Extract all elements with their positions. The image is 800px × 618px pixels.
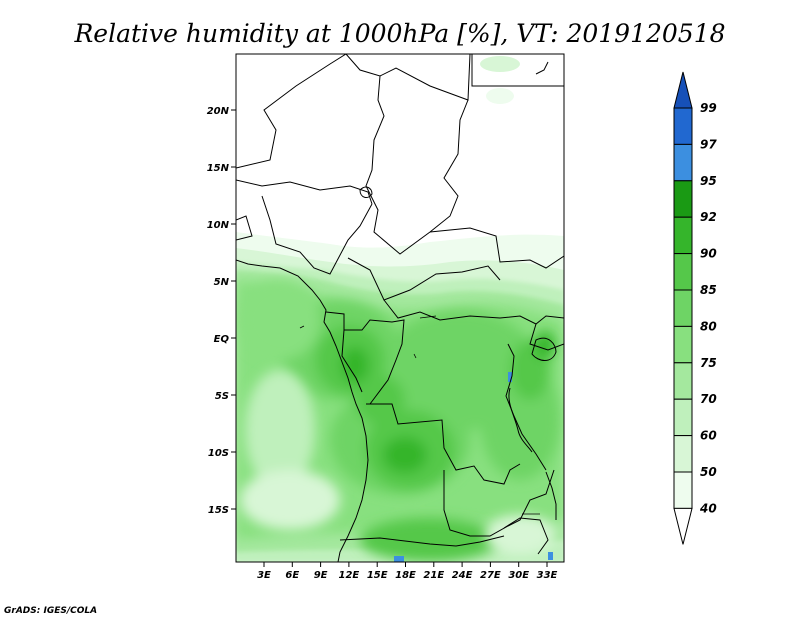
colorbar-label: 40 [699, 501, 717, 515]
border-east-africa [529, 323, 564, 351]
colorbar: 99 97 95 92 90 85 80 75 70 60 50 40 [673, 71, 717, 545]
colorbar-bottom-arrow [673, 507, 693, 545]
lon-tick-label: 18E [395, 570, 416, 581]
lon-tick-label: 30E [508, 570, 529, 581]
border-namibia [339, 535, 505, 547]
border-drc-north [383, 299, 564, 325]
border-red-sea [535, 61, 549, 75]
border-egypt-sudan [471, 54, 564, 87]
rh-blob-90 [383, 437, 427, 473]
border-lake-victoria [531, 337, 557, 361]
colorbar-segment [673, 180, 693, 218]
map-borders [236, 54, 564, 562]
map-water [299, 315, 540, 515]
lat-tick-label: 15S [208, 505, 229, 516]
rh-blob-80 [240, 280, 320, 360]
border-lake-tanganyika [508, 387, 533, 453]
colorbar-label: 90 [700, 247, 717, 261]
colorbar-segment [673, 216, 693, 255]
rh-blob-85 [355, 375, 405, 425]
border-chad-east [365, 75, 469, 255]
rh-patch-97 [394, 556, 404, 562]
colorbar-label: 60 [700, 429, 717, 443]
lat-tick-label: 15N [207, 163, 230, 174]
lat-tick-label: 5N [214, 277, 230, 288]
rh-patch-97 [508, 372, 512, 382]
colorbar-label: 80 [700, 319, 717, 333]
lon-tick-label: 12E [339, 570, 360, 581]
rh-blob-60 [485, 515, 555, 555]
border-drc-angola [366, 403, 521, 485]
rh-blob-60 [240, 470, 340, 530]
border-nigeria-cameroon [261, 195, 373, 275]
lat-tick-label: 20N [207, 106, 230, 117]
colorbar-label: 99 [700, 101, 717, 115]
lon-tick-label: 9E [314, 570, 328, 581]
colorbar-label: 85 [700, 283, 717, 297]
water-dash [299, 325, 305, 329]
rh-blob-90 [535, 331, 555, 359]
map-panel [236, 54, 564, 562]
colorbar-label: 70 [700, 392, 717, 406]
lat-tick-label: 10S [208, 448, 229, 459]
colorbar-segment [673, 107, 693, 145]
border-niger-nigeria [236, 179, 373, 205]
colorbar-label: 97 [700, 137, 717, 151]
border-gabon-congo [325, 311, 405, 405]
water-dash [413, 353, 417, 359]
border-misc [236, 215, 253, 241]
lon-tick-label: 3E [257, 570, 271, 581]
map-frame [235, 53, 565, 563]
humidity-field [236, 56, 564, 562]
rh-blob-90 [341, 347, 369, 383]
border-car-north [347, 257, 501, 301]
colorbar-segment [673, 471, 693, 509]
colorbar-segment [673, 398, 693, 437]
colorbar-segment [673, 435, 693, 473]
rh-patch-97 [548, 552, 553, 560]
coastline-west [236, 259, 369, 562]
lon-tick-label: 27E [480, 570, 501, 581]
colorbar-label: 95 [700, 174, 717, 188]
water-dash [419, 315, 437, 319]
lon-tick-label: 6E [285, 570, 299, 581]
border-lake-malawi [545, 471, 557, 520]
colorbar-label: 75 [700, 356, 717, 370]
lon-tick-label: 21E [423, 570, 444, 581]
colorbar-segment [673, 362, 693, 400]
colorbar-top-arrow [673, 71, 693, 109]
rh-blob-60 [245, 370, 315, 490]
colorbar-label: 50 [700, 465, 717, 479]
lat-tick-label: 10N [207, 220, 230, 231]
lat-tick-label: EQ [214, 334, 230, 345]
colorbar-segment [673, 253, 693, 291]
rh-blob-85 [360, 518, 500, 562]
border-gabon-inner [341, 329, 363, 393]
colorbar-segment [673, 289, 693, 327]
chart-title: Relative humidity at 1000hPa [%], VT: 20… [73, 19, 725, 48]
lon-tick-label: 15E [367, 570, 388, 581]
rh-patch-40 [480, 56, 520, 72]
lon-tick-label: 33E [537, 570, 558, 581]
border-sudan-ssudan [429, 227, 564, 269]
colorbar-segment [673, 143, 693, 182]
lon-tick-label: 24E [452, 570, 473, 581]
latitude-axis: 20N 15N 10N 5N EQ 5S 10S 15S [207, 106, 236, 516]
border-lake-chad [359, 186, 373, 198]
lat-tick-label: 5S [215, 391, 229, 402]
grads-credit: GrADS: IGES/COLA [4, 606, 97, 616]
colorbar-label: 92 [700, 210, 717, 224]
longitude-axis: 3E 6E 9E 12E 15E 18E 21E 24E 27E 30E 33E [257, 562, 558, 581]
border-misc [503, 517, 549, 555]
colorbar-segment [673, 325, 693, 364]
border-niger-chad [236, 54, 347, 169]
border-angola-zambia [443, 469, 555, 537]
rh-patch-40 [486, 88, 514, 104]
